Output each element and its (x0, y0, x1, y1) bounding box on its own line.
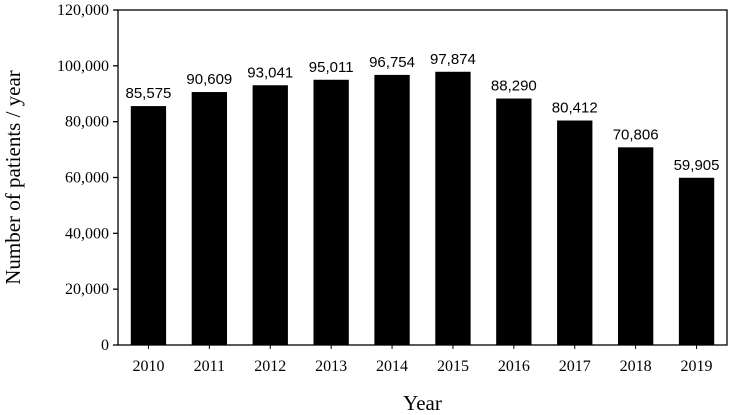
data-label-2016: 88,290 (491, 78, 537, 95)
x-tick-label-2011: 2011 (194, 358, 225, 375)
labels-layer: 85,575 2010 90,609 2011 93,041 2012 95,011 2013… (57, 2, 719, 375)
axes-layer (113, 9, 728, 349)
x-tick-label-2012: 2012 (254, 358, 286, 375)
bar-2016 (496, 98, 532, 346)
x-tick-label-2015: 2015 (437, 358, 469, 375)
x-tick-label-2014: 2014 (376, 358, 408, 375)
y-tick-label-120000: 120,000 (57, 2, 109, 19)
y-tick-label-20000: 20,000 (65, 281, 109, 298)
x-tick-label-2010: 2010 (132, 358, 164, 375)
bar-2014 (374, 74, 410, 346)
bar-2015 (435, 71, 471, 346)
y-tick-label-40000: 40,000 (65, 225, 109, 242)
bar-2012 (252, 85, 288, 345)
x-tick-label-2013: 2013 (315, 358, 347, 375)
data-label-2014: 96,754 (369, 54, 415, 71)
data-label-2011: 90,609 (186, 71, 232, 88)
data-label-2013: 95,011 (309, 59, 354, 76)
y-tick-label-100000: 100,000 (57, 58, 109, 75)
data-label-2019: 59,905 (674, 157, 720, 174)
x-tick-label-2016: 2016 (498, 358, 530, 375)
data-label-2012: 93,041 (247, 64, 293, 81)
bar-2011 (191, 92, 228, 345)
x-tick-label-2018: 2018 (620, 358, 652, 375)
x-tick-label-2017: 2017 (559, 358, 591, 375)
bar-2013 (313, 79, 349, 345)
y-tick-label-60000: 60,000 (65, 170, 109, 187)
y-tick-label-80000: 80,000 (65, 114, 109, 131)
x-tick-label-2019: 2019 (681, 358, 713, 375)
bar-2010 (130, 106, 167, 345)
data-label-2018: 70,806 (613, 126, 659, 143)
data-label-2017: 80,412 (552, 100, 598, 117)
bar-2019 (678, 177, 715, 345)
y-axis-title: Number of patients / year (1, 70, 25, 285)
data-label-2010: 85,575 (126, 85, 172, 102)
y-tick-label-0: 0 (101, 337, 109, 354)
bars-layer (130, 71, 715, 346)
data-label-2015: 97,874 (430, 51, 476, 68)
bar-2017 (557, 120, 593, 346)
bar-2018 (617, 147, 654, 345)
x-axis-title: Year (403, 391, 442, 415)
